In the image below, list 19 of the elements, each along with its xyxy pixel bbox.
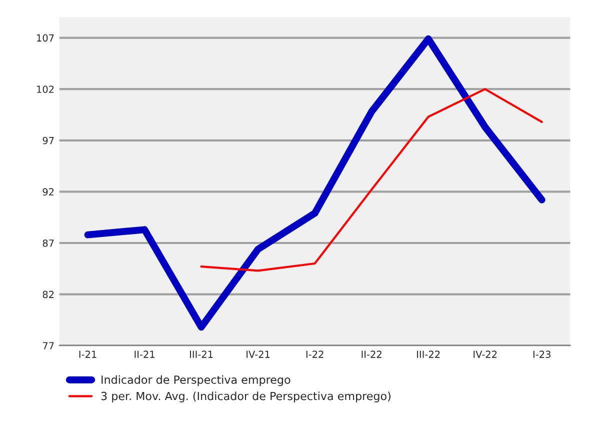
y-tick-label: 87 bbox=[42, 239, 54, 247]
x-tick-label: IV-22 bbox=[474, 350, 497, 358]
y-tick-label: 102 bbox=[37, 86, 54, 93]
x-tick-label: IV-21 bbox=[246, 350, 270, 358]
x-tick-label: I-21 bbox=[79, 350, 96, 358]
y-tick-label: 82 bbox=[42, 290, 54, 298]
y-tick-label: 92 bbox=[42, 188, 54, 196]
legend-label: Indicador de Perspectiva emprego bbox=[102, 375, 290, 386]
x-tick-label: II-22 bbox=[362, 350, 382, 358]
x-tick-label: II-21 bbox=[134, 350, 154, 358]
x-tick-label: I-23 bbox=[533, 350, 550, 358]
x-tick-label: III-22 bbox=[417, 350, 440, 358]
x-tick-label: III-21 bbox=[190, 350, 213, 358]
y-tick-label: 77 bbox=[42, 342, 54, 350]
line-series bbox=[200, 88, 543, 272]
legend-label: 3 per. Mov. Avg. (Indicador de Perspectiva emprego) bbox=[101, 392, 390, 402]
y-tick-label: 97 bbox=[42, 136, 54, 144]
y-tick-label: 107 bbox=[37, 34, 54, 42]
x-tick-label: I-22 bbox=[306, 350, 324, 358]
